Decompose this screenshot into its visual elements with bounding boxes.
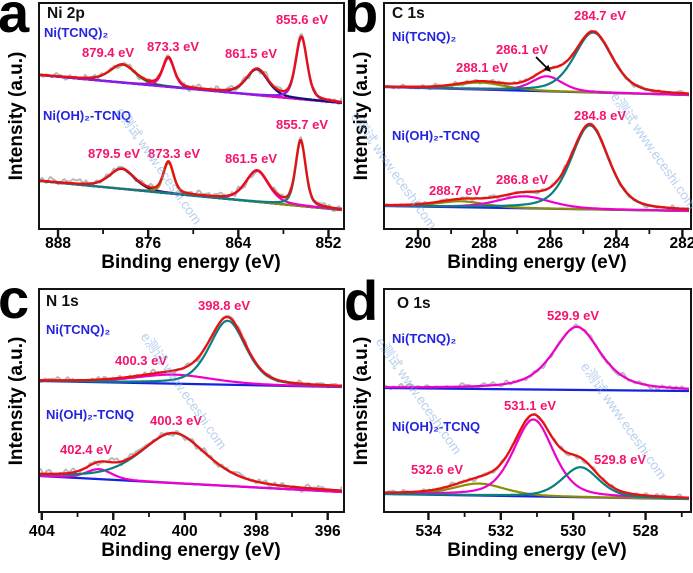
x-tick-label: 888 (45, 235, 71, 252)
x-tick-label: 864 (225, 235, 251, 252)
peak-label: 286.8 eV (496, 172, 549, 187)
panel-a-x-axis-title: Binding energy (eV) (101, 252, 281, 273)
peak-label: 861.5 eV (225, 151, 278, 166)
fit-component-curve (40, 468, 342, 494)
peak-label: 529.9 eV (547, 308, 600, 323)
envelope-curve (385, 30, 689, 95)
panel-d-curves (385, 323, 689, 501)
annotation-arrowhead (543, 64, 551, 72)
x-tick-label: 402 (100, 523, 126, 540)
panel-c-plot-area (37, 287, 345, 513)
x-tick-label: 288 (471, 235, 497, 252)
peak-label: 402.4 eV (60, 442, 113, 457)
panel-b-curves (385, 29, 689, 213)
panel-d-sample-top: Ni(TCNQ)₂ (392, 331, 457, 346)
peak-label: 529.8 eV (594, 452, 647, 467)
panel-b-x-axis-title: Binding energy (eV) (447, 252, 627, 273)
peak-label: 855.7 eV (276, 117, 329, 132)
peak-label: 400.3 eV (115, 353, 168, 368)
fit-component-curve (40, 56, 342, 105)
panel-c-sample-bottom: Ni(OH)₂-TCNQ (46, 407, 135, 422)
x-tick-label: 398 (243, 523, 269, 540)
panel-b-letter: b (344, 0, 378, 44)
envelope-curve (40, 431, 342, 492)
x-tick-label: 284 (603, 235, 629, 252)
x-tick-label: 286 (537, 235, 563, 252)
peak-label: 879.5 eV (88, 146, 141, 161)
panel-b-y-axis-title: Intensity (a.u.) (351, 51, 372, 181)
panel-c-title: N 1s (46, 293, 79, 310)
x-tick-label: 530 (560, 523, 586, 540)
fit-component-curve (40, 169, 342, 211)
fit-component-curve (385, 325, 689, 390)
peak-label: 873.3 eV (147, 39, 200, 54)
panel-c-y-axis-title: Intensity (a.u.) (6, 336, 27, 466)
x-tick-label: 282 (669, 235, 693, 252)
panel-c-sample-top: Ni(TCNQ)₂ (46, 322, 111, 337)
panel-b-sample-bottom: Ni(OH)₂-TCNQ (392, 128, 481, 143)
x-tick-label: 290 (405, 235, 431, 252)
panel-a-letter: a (0, 0, 29, 44)
peak-label: 284.8 eV (574, 108, 627, 123)
x-tick-label: 876 (135, 235, 161, 252)
panel-c-x-axis-title: Binding energy (eV) (101, 540, 281, 561)
x-tick-label: 532 (488, 523, 514, 540)
panel-a-y-axis-title: Intensity (a.u.) (6, 51, 27, 181)
envelope-curve (385, 413, 689, 499)
panel-d-x-axis-title: Binding energy (eV) (447, 540, 627, 561)
peak-label: 879.4 eV (82, 45, 135, 60)
envelope-curve (385, 122, 689, 211)
panel-b-title: C 1s (392, 5, 425, 22)
panel-d-plot-area (382, 287, 692, 513)
x-tick-label: 534 (415, 523, 441, 540)
x-tick-label: 528 (633, 523, 659, 540)
peak-label: 288.7 eV (429, 183, 482, 198)
peak-label: 873.3 eV (148, 146, 201, 161)
panel-d-letter: d (344, 269, 378, 332)
x-tick-label: 396 (315, 523, 341, 540)
annotation-arrow (535, 56, 549, 70)
fit-component-curve (385, 466, 689, 500)
panel-a-title: Ni 2p (47, 5, 85, 22)
panel-c-curves (40, 314, 342, 494)
panel-a-sample-bottom: Ni(OH)₂-TCNQ (43, 108, 132, 123)
x-tick-label: 852 (316, 235, 342, 252)
peak-label: 855.6 eV (276, 12, 329, 27)
peak-label: 532.6 eV (411, 462, 464, 477)
peak-label: 286.1 eV (496, 42, 549, 57)
peak-label: 531.1 eV (504, 398, 557, 413)
panel-a-sample-top: Ni(TCNQ)₂ (44, 25, 109, 40)
panel-c-letter: c (0, 267, 29, 330)
peak-label: 398.8 eV (198, 298, 251, 313)
baseline-curve (385, 386, 689, 393)
envelope-curve (40, 138, 342, 211)
peak-label: 400.3 eV (150, 413, 203, 428)
fit-component-curve (385, 482, 689, 500)
panel-b-sample-top: Ni(TCNQ)₂ (392, 29, 457, 44)
panel-a-curves (40, 33, 342, 212)
x-tick-label: 404 (29, 523, 55, 540)
x-tick-label: 400 (172, 523, 198, 540)
envelope-curve (40, 315, 342, 387)
peak-label: 284.7 eV (574, 8, 627, 23)
envelope-curve (40, 35, 342, 104)
panel-d-sample-bottom: Ni(OH)₂-TCNQ (392, 419, 481, 434)
peak-label: 861.5 eV (225, 46, 278, 61)
panel-d-y-axis-title: Intensity (a.u.) (351, 336, 372, 466)
peak-label: 288.1 eV (456, 60, 509, 75)
panel-d-title: O 1s (397, 295, 431, 312)
